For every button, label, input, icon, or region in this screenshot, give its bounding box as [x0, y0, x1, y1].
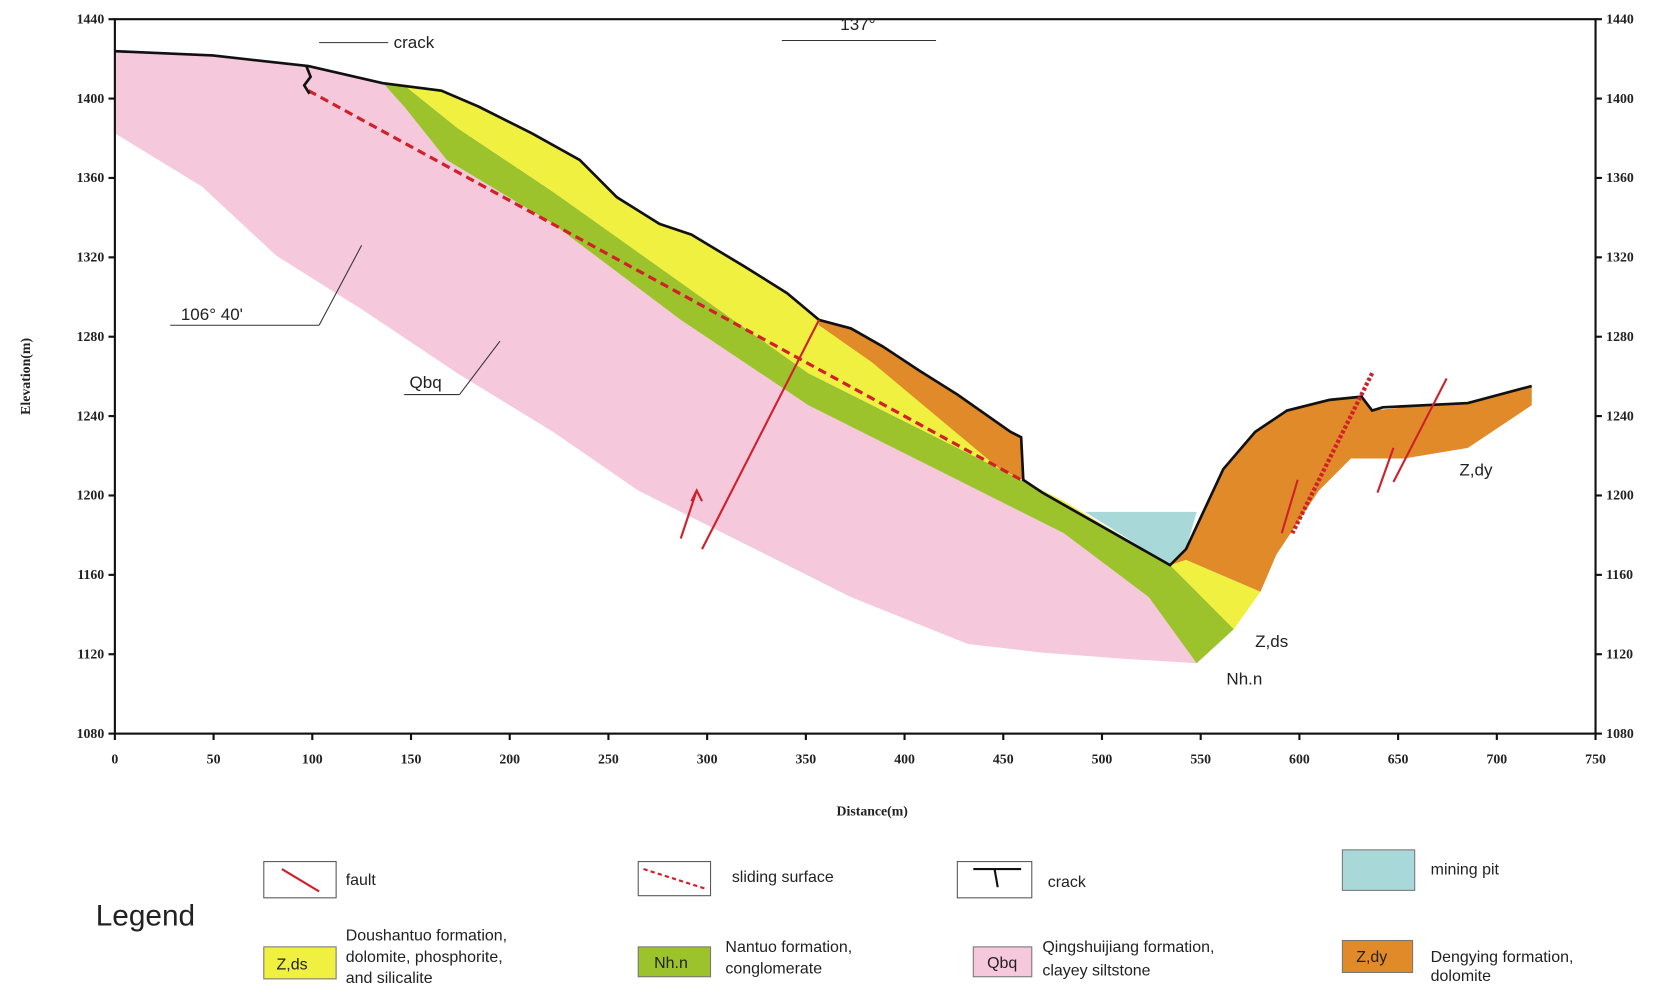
x-tick-label: 250	[598, 751, 619, 766]
legend-label: fault	[346, 872, 377, 889]
y-axis-label: Elevation(m)	[18, 338, 34, 415]
legend-code: Qbq	[987, 955, 1017, 972]
x-tick-label: 200	[499, 751, 520, 766]
legend-label: dolomite, phosphorite,	[346, 949, 503, 966]
legend-label: conglomerate	[725, 961, 822, 978]
legend-label: Dengying formation,	[1431, 949, 1574, 966]
legend: Legend fault sliding surface crack minin…	[96, 850, 1574, 987]
y-tick-label: 1080	[1606, 726, 1634, 741]
x-tick-label: 50	[207, 751, 221, 766]
x-tick-label: 550	[1190, 751, 1211, 766]
legend-title: Legend	[96, 900, 195, 933]
y-tick-label: 1440	[1606, 11, 1634, 26]
legend-label: mining pit	[1431, 861, 1500, 878]
legend-label: Nantuo formation,	[725, 939, 852, 956]
x-tick-label: 400	[894, 751, 915, 766]
y-tick-label: 1280	[1606, 329, 1634, 344]
y-tick-label: 1400	[77, 91, 105, 106]
y-tick-label: 1120	[77, 646, 104, 661]
annotation: Z,ds	[1255, 632, 1288, 651]
cross-section: crack 137° 106° 40' Qbq Z,dy Z,ds Nh.n D…	[0, 0, 1670, 997]
annotation: Qbq	[410, 373, 442, 392]
qbq-layer	[115, 51, 1197, 663]
annotation: crack	[394, 33, 435, 52]
x-tick-label: 700	[1486, 751, 1507, 766]
annotation: Nh.n	[1226, 670, 1262, 689]
y-tick-label: 1240	[77, 408, 105, 423]
azimuth: 137°	[840, 15, 875, 34]
y-tick-label: 1200	[1606, 488, 1634, 503]
legend-swatch	[1342, 850, 1414, 891]
legend-code: Z,dy	[1356, 949, 1387, 966]
y-tick-label: 1160	[77, 567, 104, 582]
y-tick-label: 1080	[77, 726, 105, 741]
x-tick-label: 350	[795, 751, 816, 766]
legend-label: Doushantuo formation,	[346, 927, 507, 944]
y-tick-label: 1320	[1606, 250, 1634, 265]
annotation: Z,dy	[1459, 461, 1493, 480]
y-tick-label: 1120	[1606, 646, 1633, 661]
legend-code: Nh.n	[654, 955, 688, 972]
x-tick-label: 300	[697, 751, 718, 766]
x-tick-label: 450	[993, 751, 1014, 766]
legend-label: clayey siltstone	[1042, 963, 1150, 980]
x-tick-label: 100	[302, 751, 323, 766]
y-tick-label: 1200	[77, 488, 105, 503]
x-tick-label: 150	[401, 751, 422, 766]
legend-label: Qingshuijiang formation,	[1042, 939, 1214, 956]
geology	[115, 41, 1532, 664]
y-tick-label: 1360	[1606, 170, 1634, 185]
x-tick-label: 600	[1289, 751, 1310, 766]
y-tick-label: 1160	[1606, 567, 1633, 582]
legend-code: Z,ds	[277, 956, 308, 973]
legend-label: sliding surface	[732, 869, 834, 886]
x-tick-label: 650	[1388, 751, 1409, 766]
legend-label: crack	[1048, 874, 1086, 891]
x-tick-label: 500	[1092, 751, 1113, 766]
annotation: 106° 40'	[181, 305, 243, 324]
y-tick-label: 1320	[77, 250, 105, 265]
y-tick-label: 1440	[77, 11, 105, 26]
y-tick-label: 1280	[77, 329, 105, 344]
legend-label: dolomite	[1431, 968, 1491, 985]
x-tick-label: 750	[1585, 751, 1606, 766]
x-tick-label: 0	[111, 751, 118, 766]
y-tick-label: 1240	[1606, 408, 1634, 423]
y-tick-label: 1400	[1606, 91, 1634, 106]
legend-swatch	[957, 862, 1031, 898]
x-axis-label: Distance(m)	[837, 804, 908, 820]
legend-label: and silicalite	[346, 970, 433, 987]
y-tick-label: 1360	[77, 170, 105, 185]
